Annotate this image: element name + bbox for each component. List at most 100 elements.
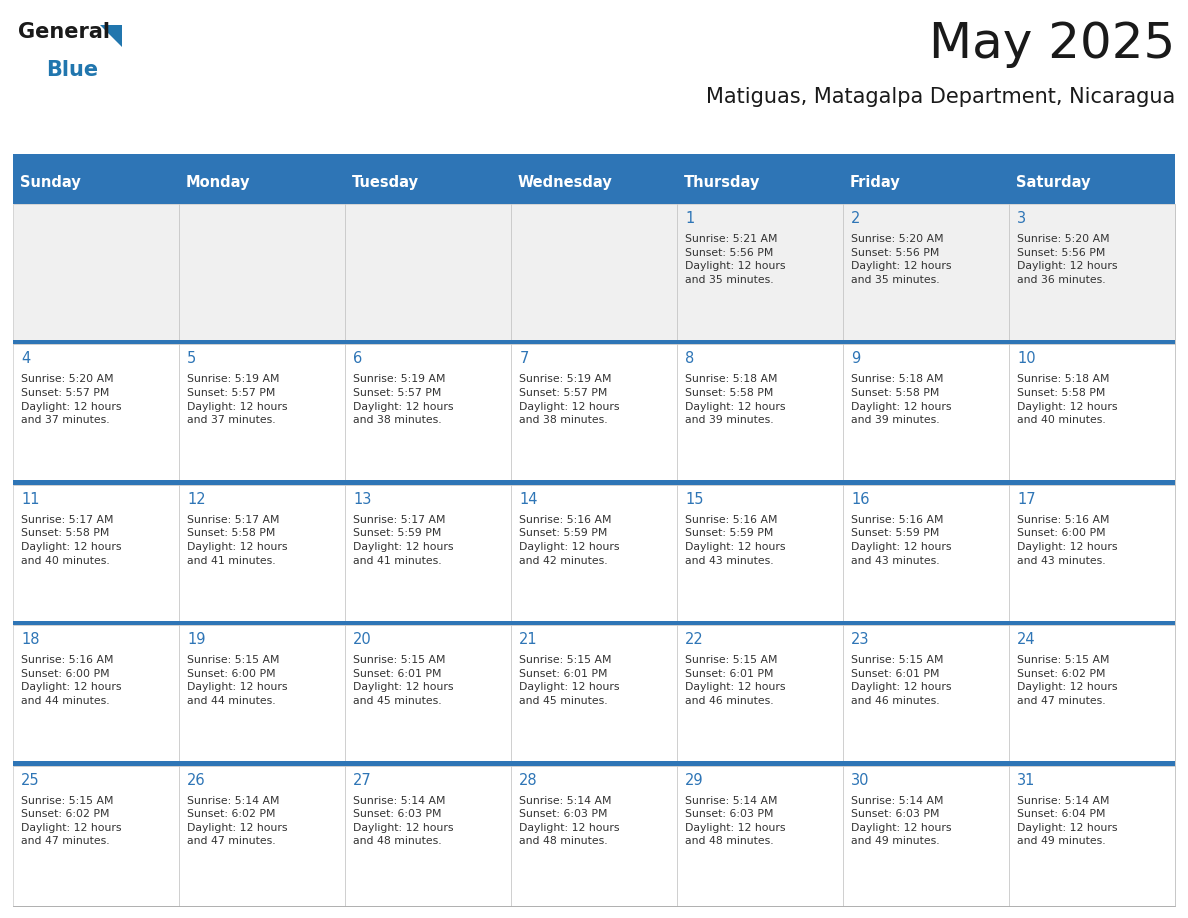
Bar: [13, 621, 1175, 625]
Bar: [13, 480, 1175, 485]
Text: Sunrise: 5:17 AM
Sunset: 5:59 PM
Daylight: 12 hours
and 41 minutes.: Sunrise: 5:17 AM Sunset: 5:59 PM Dayligh…: [353, 515, 454, 565]
Bar: [677, 344, 843, 485]
Text: Sunday: Sunday: [20, 174, 81, 189]
Bar: [843, 160, 1009, 204]
Text: Sunrise: 5:15 AM
Sunset: 6:01 PM
Daylight: 12 hours
and 45 minutes.: Sunrise: 5:15 AM Sunset: 6:01 PM Dayligh…: [353, 655, 454, 706]
Text: 20: 20: [353, 633, 372, 647]
Text: 8: 8: [685, 352, 695, 366]
Text: 10: 10: [1017, 352, 1036, 366]
Bar: [179, 160, 345, 204]
Text: 12: 12: [188, 492, 206, 507]
Text: Sunrise: 5:19 AM
Sunset: 5:57 PM
Daylight: 12 hours
and 38 minutes.: Sunrise: 5:19 AM Sunset: 5:57 PM Dayligh…: [519, 375, 620, 425]
Text: Sunrise: 5:20 AM
Sunset: 5:57 PM
Daylight: 12 hours
and 37 minutes.: Sunrise: 5:20 AM Sunset: 5:57 PM Dayligh…: [21, 375, 122, 425]
Text: Sunrise: 5:19 AM
Sunset: 5:57 PM
Daylight: 12 hours
and 37 minutes.: Sunrise: 5:19 AM Sunset: 5:57 PM Dayligh…: [188, 375, 287, 425]
Text: 25: 25: [21, 773, 40, 788]
Bar: [1009, 160, 1175, 204]
Text: Sunrise: 5:15 AM
Sunset: 6:02 PM
Daylight: 12 hours
and 47 minutes.: Sunrise: 5:15 AM Sunset: 6:02 PM Dayligh…: [21, 796, 122, 846]
Text: Sunrise: 5:16 AM
Sunset: 5:59 PM
Daylight: 12 hours
and 43 minutes.: Sunrise: 5:16 AM Sunset: 5:59 PM Dayligh…: [685, 515, 785, 565]
Bar: [13, 625, 179, 766]
Bar: [345, 625, 511, 766]
Bar: [843, 625, 1009, 766]
Text: 23: 23: [852, 633, 870, 647]
Text: Friday: Friday: [849, 174, 901, 189]
Text: 30: 30: [852, 773, 870, 788]
Polygon shape: [100, 25, 122, 47]
Bar: [511, 485, 677, 625]
Text: 16: 16: [852, 492, 870, 507]
Bar: [677, 204, 843, 344]
Text: Thursday: Thursday: [683, 174, 760, 189]
Text: 1: 1: [685, 211, 695, 226]
Bar: [345, 204, 511, 344]
Bar: [345, 485, 511, 625]
Text: 7: 7: [519, 352, 529, 366]
Text: General: General: [18, 22, 110, 42]
Text: 14: 14: [519, 492, 538, 507]
Bar: [179, 344, 345, 485]
Text: Blue: Blue: [46, 60, 99, 80]
Text: 3: 3: [1017, 211, 1026, 226]
Bar: [179, 204, 345, 344]
Text: Sunrise: 5:15 AM
Sunset: 6:02 PM
Daylight: 12 hours
and 47 minutes.: Sunrise: 5:15 AM Sunset: 6:02 PM Dayligh…: [1017, 655, 1118, 706]
Bar: [843, 344, 1009, 485]
Bar: [13, 160, 179, 204]
Text: Sunrise: 5:14 AM
Sunset: 6:04 PM
Daylight: 12 hours
and 49 minutes.: Sunrise: 5:14 AM Sunset: 6:04 PM Dayligh…: [1017, 796, 1118, 846]
Text: Sunrise: 5:14 AM
Sunset: 6:03 PM
Daylight: 12 hours
and 48 minutes.: Sunrise: 5:14 AM Sunset: 6:03 PM Dayligh…: [353, 796, 454, 846]
Text: Sunrise: 5:18 AM
Sunset: 5:58 PM
Daylight: 12 hours
and 39 minutes.: Sunrise: 5:18 AM Sunset: 5:58 PM Dayligh…: [685, 375, 785, 425]
Bar: [13, 340, 1175, 344]
Text: 29: 29: [685, 773, 704, 788]
Text: 4: 4: [21, 352, 31, 366]
Bar: [677, 766, 843, 906]
Text: Sunrise: 5:14 AM
Sunset: 6:02 PM
Daylight: 12 hours
and 47 minutes.: Sunrise: 5:14 AM Sunset: 6:02 PM Dayligh…: [188, 796, 287, 846]
Text: Wednesday: Wednesday: [518, 174, 612, 189]
Bar: [1009, 485, 1175, 625]
Text: Sunrise: 5:16 AM
Sunset: 6:00 PM
Daylight: 12 hours
and 43 minutes.: Sunrise: 5:16 AM Sunset: 6:00 PM Dayligh…: [1017, 515, 1118, 565]
Bar: [511, 204, 677, 344]
Text: 17: 17: [1017, 492, 1036, 507]
Text: Tuesday: Tuesday: [352, 174, 418, 189]
Bar: [13, 485, 179, 625]
Text: Sunrise: 5:15 AM
Sunset: 6:00 PM
Daylight: 12 hours
and 44 minutes.: Sunrise: 5:15 AM Sunset: 6:00 PM Dayligh…: [188, 655, 287, 706]
Text: 19: 19: [188, 633, 206, 647]
Bar: [677, 160, 843, 204]
Bar: [1009, 625, 1175, 766]
Bar: [345, 344, 511, 485]
Bar: [179, 485, 345, 625]
Bar: [1009, 344, 1175, 485]
Text: Sunrise: 5:16 AM
Sunset: 6:00 PM
Daylight: 12 hours
and 44 minutes.: Sunrise: 5:16 AM Sunset: 6:00 PM Dayligh…: [21, 655, 122, 706]
Bar: [1009, 204, 1175, 344]
Bar: [13, 761, 1175, 766]
Text: 24: 24: [1017, 633, 1036, 647]
Text: 13: 13: [353, 492, 372, 507]
Text: Sunrise: 5:20 AM
Sunset: 5:56 PM
Daylight: 12 hours
and 36 minutes.: Sunrise: 5:20 AM Sunset: 5:56 PM Dayligh…: [1017, 234, 1118, 285]
Text: 31: 31: [1017, 773, 1036, 788]
Bar: [13, 344, 179, 485]
Bar: [345, 766, 511, 906]
Bar: [511, 766, 677, 906]
Bar: [13, 766, 179, 906]
Text: Sunrise: 5:16 AM
Sunset: 5:59 PM
Daylight: 12 hours
and 42 minutes.: Sunrise: 5:16 AM Sunset: 5:59 PM Dayligh…: [519, 515, 620, 565]
Bar: [179, 625, 345, 766]
Text: 11: 11: [21, 492, 40, 507]
Text: Monday: Monday: [185, 174, 251, 189]
Bar: [843, 485, 1009, 625]
Text: Sunrise: 5:14 AM
Sunset: 6:03 PM
Daylight: 12 hours
and 49 minutes.: Sunrise: 5:14 AM Sunset: 6:03 PM Dayligh…: [852, 796, 952, 846]
Bar: [1009, 766, 1175, 906]
Text: Sunrise: 5:18 AM
Sunset: 5:58 PM
Daylight: 12 hours
and 40 minutes.: Sunrise: 5:18 AM Sunset: 5:58 PM Dayligh…: [1017, 375, 1118, 425]
Bar: [677, 625, 843, 766]
Text: 27: 27: [353, 773, 372, 788]
Bar: [843, 766, 1009, 906]
Text: Sunrise: 5:21 AM
Sunset: 5:56 PM
Daylight: 12 hours
and 35 minutes.: Sunrise: 5:21 AM Sunset: 5:56 PM Dayligh…: [685, 234, 785, 285]
Text: 28: 28: [519, 773, 538, 788]
Text: 6: 6: [353, 352, 362, 366]
Bar: [511, 160, 677, 204]
Text: Sunrise: 5:17 AM
Sunset: 5:58 PM
Daylight: 12 hours
and 41 minutes.: Sunrise: 5:17 AM Sunset: 5:58 PM Dayligh…: [188, 515, 287, 565]
Text: Sunrise: 5:16 AM
Sunset: 5:59 PM
Daylight: 12 hours
and 43 minutes.: Sunrise: 5:16 AM Sunset: 5:59 PM Dayligh…: [852, 515, 952, 565]
Bar: [511, 344, 677, 485]
Text: Matiguas, Matagalpa Department, Nicaragua: Matiguas, Matagalpa Department, Nicaragu…: [706, 87, 1175, 107]
Text: Sunrise: 5:15 AM
Sunset: 6:01 PM
Daylight: 12 hours
and 45 minutes.: Sunrise: 5:15 AM Sunset: 6:01 PM Dayligh…: [519, 655, 620, 706]
Text: 9: 9: [852, 352, 860, 366]
Text: Sunrise: 5:15 AM
Sunset: 6:01 PM
Daylight: 12 hours
and 46 minutes.: Sunrise: 5:15 AM Sunset: 6:01 PM Dayligh…: [685, 655, 785, 706]
Text: Sunrise: 5:14 AM
Sunset: 6:03 PM
Daylight: 12 hours
and 48 minutes.: Sunrise: 5:14 AM Sunset: 6:03 PM Dayligh…: [519, 796, 620, 846]
Text: Saturday: Saturday: [1016, 174, 1091, 189]
